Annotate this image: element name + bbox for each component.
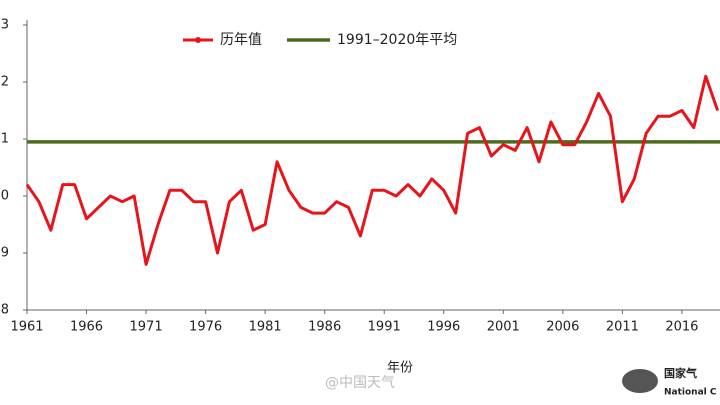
x-tick-label: 2006 [546,320,579,335]
y-tick-label: 10.3 [0,18,9,33]
watermark: @中国天气 [325,375,395,391]
x-tick-label: 1991 [368,320,401,335]
logo-text: 国家气 [664,366,697,380]
x-tick-label: 2011 [606,320,639,335]
y-tick-label: 10.0 [0,189,9,204]
x-tick-label: 1981 [249,320,282,335]
legend-marker [195,37,201,43]
y-tick-label: 9.9 [0,246,9,261]
x-axis-title: 年份 [387,361,413,376]
y-tick-label: 9.8 [0,303,9,318]
data-line [25,74,720,266]
y-tick-label: 10.1 [0,132,9,147]
x-tick-label: 2001 [487,320,520,335]
x-tick-label: 1976 [189,320,222,335]
x-tick-label: 2016 [665,320,698,335]
legend-label: 历年值 [220,32,262,48]
x-tick-label: 1961 [10,320,43,335]
x-tick-label: 1996 [427,320,460,335]
x-tick-label: 1971 [130,320,163,335]
logo [622,369,658,393]
logo-text: National C [664,388,717,398]
y-tick-label: 10.2 [0,75,9,90]
legend-label: 1991–2020年平均 [337,32,457,48]
x-tick-label: 1986 [308,320,341,335]
x-tick-label: 1966 [70,320,103,335]
